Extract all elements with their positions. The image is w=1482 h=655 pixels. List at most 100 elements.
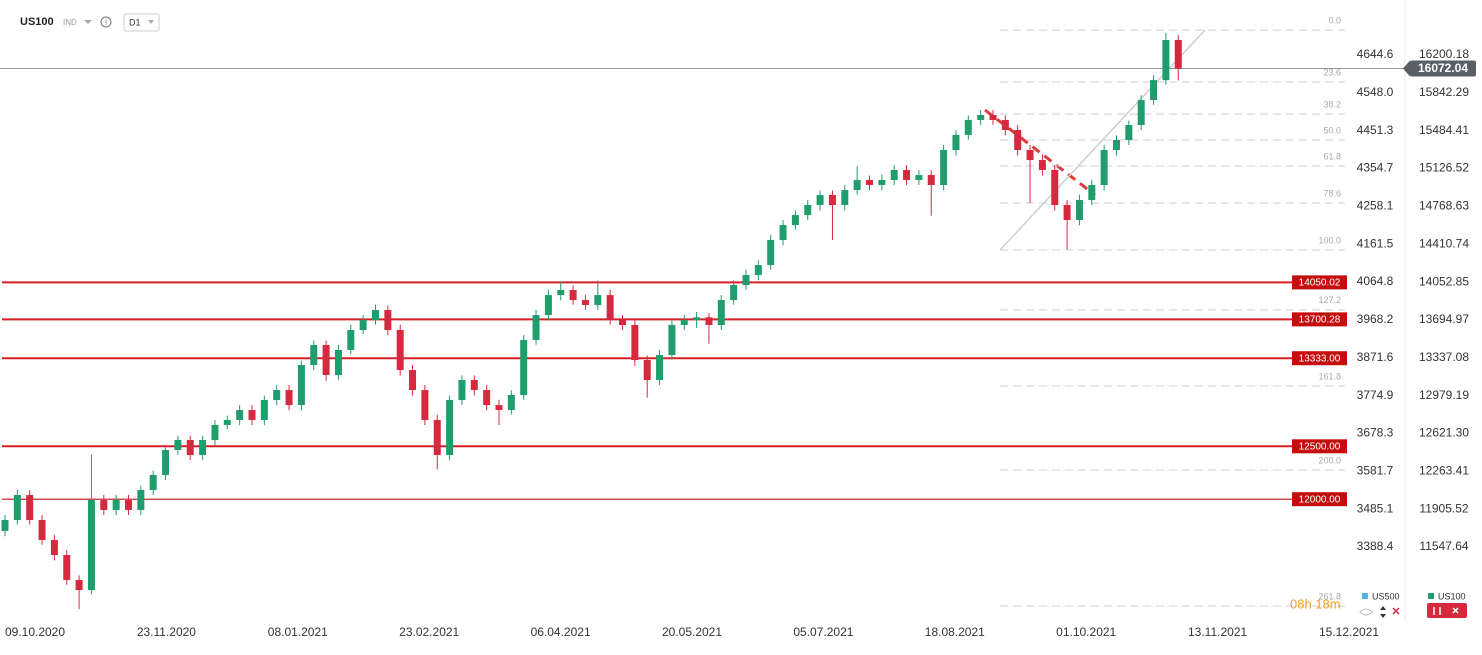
candle-body (532, 315, 540, 341)
y2-tick-label: 3968.2 (1357, 312, 1394, 326)
y2-tick-label: 3774.9 (1357, 388, 1394, 402)
candle-body (162, 450, 170, 475)
candle-body (606, 295, 614, 321)
candle-body (903, 169, 911, 181)
candle-body (619, 320, 626, 326)
candle-body (372, 309, 379, 321)
y-tick-label: 11547.64 (1419, 539, 1468, 553)
level-label: 14050.02 (1299, 278, 1341, 289)
candle-body (334, 349, 342, 376)
series-controls[interactable] (1427, 603, 1467, 618)
candle-body (730, 285, 738, 301)
candle-body (1137, 100, 1145, 126)
candle-body (297, 364, 305, 406)
candle-body (964, 119, 972, 135)
y2-tick-label: 4548.0 (1357, 85, 1394, 99)
symbol: US100 (20, 16, 54, 28)
candle-body (310, 344, 318, 365)
y-tick-label: 14768.63 (1419, 199, 1469, 213)
candle-body (1038, 160, 1046, 170)
fib-label: 100.0 (1318, 235, 1341, 245)
x-tick-label: 05.07.2021 (793, 625, 853, 639)
candle-body (50, 540, 58, 556)
candle-body (433, 419, 441, 455)
candle-body (705, 317, 713, 326)
candle-body (742, 274, 750, 286)
candle-body (680, 320, 688, 326)
y-tick-label: 15842.29 (1419, 85, 1469, 99)
level-label: 12000.00 (1299, 494, 1341, 505)
y2-tick-label: 3581.7 (1357, 463, 1394, 477)
y2-tick-label: 3871.6 (1357, 350, 1394, 364)
x-tick-label: 13.11.2021 (1188, 625, 1247, 639)
info-i: i (105, 18, 107, 27)
candle-body (1162, 40, 1170, 81)
candle-body (520, 340, 528, 396)
candle-body (693, 317, 701, 321)
x-tick-label: 18.08.2021 (925, 625, 985, 639)
info-icon[interactable] (100, 16, 112, 28)
legend-swatch (1362, 593, 1368, 599)
y2-tick-label: 3388.4 (1357, 539, 1394, 553)
legend-label: US100 (1438, 591, 1466, 601)
candle-body (977, 114, 985, 120)
x-tick-label: 09.10.2020 (5, 625, 65, 639)
fib-label: 0.0 (1328, 15, 1341, 25)
candle-body (359, 320, 367, 330)
candle-body (38, 520, 46, 541)
candle-body (1174, 40, 1182, 69)
y-tick-label: 12263.41 (1419, 464, 1469, 478)
eye-icon[interactable] (1359, 608, 1373, 616)
candle-body (223, 419, 231, 425)
candle-body (285, 390, 293, 406)
candle-body (1026, 149, 1034, 161)
fib-label: 78.6 (1323, 188, 1341, 198)
candle-body (1, 520, 9, 531)
y-tick-label: 13694.97 (1419, 312, 1469, 326)
candle-body (63, 555, 71, 580)
candle-body (668, 325, 676, 356)
fib-label: 261.8 (1318, 591, 1341, 601)
timer: 08h 18m (1290, 596, 1341, 611)
candle-body (878, 180, 886, 185)
candle-body (273, 390, 281, 400)
y2-tick-label: 4258.1 (1357, 199, 1394, 213)
order-icon[interactable] (1380, 606, 1386, 618)
candle-body (1075, 200, 1083, 220)
y-tick-label: 15484.41 (1419, 123, 1469, 137)
candle-body (915, 175, 923, 181)
candle-body (866, 180, 873, 185)
y-tick-label: 14410.74 (1419, 236, 1469, 250)
y2-tick-label: 3485.1 (1357, 501, 1394, 515)
candle-body (446, 399, 454, 455)
fib-label: 61.8 (1323, 151, 1341, 161)
candle-body (544, 295, 552, 316)
candle-body (199, 439, 207, 455)
close-icon[interactable] (1392, 607, 1400, 615)
candle-body (347, 329, 355, 350)
candle-body (1051, 169, 1059, 205)
candle-body (656, 355, 664, 381)
interval-select[interactable] (123, 13, 160, 32)
dropdown-arrow[interactable] (84, 20, 92, 24)
y-tick-label: 14052.85 (1419, 274, 1469, 288)
candle-body (260, 399, 268, 420)
candle-body (989, 114, 997, 120)
x-tick-label: 06.04.2021 (531, 625, 591, 639)
y2-tick-label: 4064.8 (1357, 274, 1394, 288)
candle-body (1001, 119, 1009, 131)
candle-body (13, 494, 21, 521)
candle-body (767, 239, 775, 266)
candle-body (470, 380, 478, 391)
x-tick-label: 08.01.2021 (268, 625, 328, 639)
candle-body (396, 329, 404, 371)
y-tick-label: 15126.52 (1419, 161, 1469, 175)
candle-body (594, 295, 602, 306)
candle-body (186, 439, 194, 455)
candle-body (1113, 140, 1120, 150)
y2-tick-label: 3678.3 (1357, 426, 1394, 440)
y2-tick-label: 4451.3 (1357, 123, 1394, 137)
fib-label: 50.0 (1323, 125, 1341, 135)
candle-body (779, 225, 787, 240)
